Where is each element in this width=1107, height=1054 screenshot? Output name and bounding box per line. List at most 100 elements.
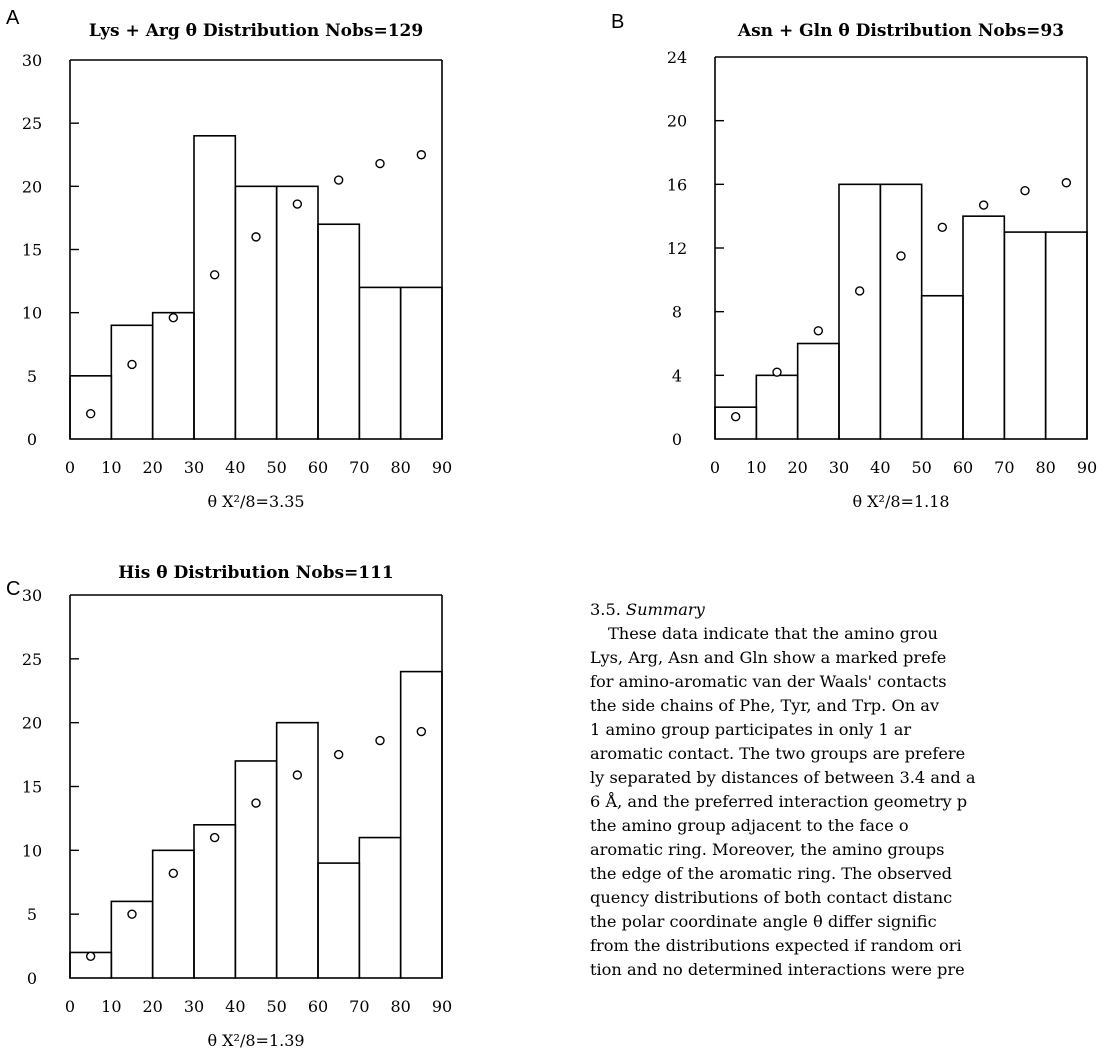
observed-bar <box>275 185 319 440</box>
expected-point <box>416 726 427 737</box>
x-tick-label: 40 <box>225 997 245 1016</box>
y-tick-label: 20 <box>667 112 687 131</box>
x-tick-label: 20 <box>787 458 807 477</box>
y-tick-label: 12 <box>667 239 687 258</box>
x-tick-label: 90 <box>1077 458 1097 477</box>
y-tick-label: 8 <box>672 303 682 322</box>
summary-line: from the distributions expected if rando… <box>590 936 962 955</box>
summary-line: ly separated by distances of between 3.4… <box>590 768 976 787</box>
expected-point <box>813 326 824 336</box>
observed-bar <box>920 294 964 440</box>
expected-point <box>292 770 303 780</box>
expected-point <box>937 222 948 233</box>
y-tick-label: 4 <box>672 366 682 385</box>
x-tick-label: 20 <box>142 458 162 477</box>
expected-point <box>292 199 303 209</box>
x-tick-label: 50 <box>266 458 286 477</box>
x-tick-label: 80 <box>1035 458 1055 477</box>
section-title: Summary <box>626 600 705 619</box>
panel-letter: A <box>6 7 20 29</box>
y-tick-label: 15 <box>22 241 42 260</box>
expected-point <box>127 909 137 919</box>
y-tick-label: 30 <box>22 51 42 70</box>
x-tick-label: 60 <box>953 458 973 477</box>
observed-bar <box>151 311 195 440</box>
summary-line: Lys, Arg, Asn and Gln show a marked pref… <box>590 648 947 667</box>
section-heading: 3.5. Summary <box>590 598 1107 622</box>
x-tick-label: 90 <box>432 458 452 477</box>
x-tick-label: 50 <box>911 458 931 477</box>
expected-point <box>1020 185 1030 196</box>
x-tick-label: 50 <box>266 997 286 1016</box>
expected-point <box>85 951 96 961</box>
x-axis-label: θ X²/8=1.39 <box>207 1031 304 1050</box>
summary-line: 6 Å, and the preferred interaction geome… <box>590 792 968 811</box>
summary-line: 1 amino group participates in only 1 ar <box>590 720 912 739</box>
summary-line: the polar coordinate angle θ differ sign… <box>590 912 937 931</box>
summary-section: 3.5. Summary These data indicate that th… <box>590 598 1107 982</box>
x-tick-label: 0 <box>65 997 75 1016</box>
observed-bar <box>234 760 278 979</box>
expected-point <box>168 313 179 323</box>
expected-point <box>896 251 906 261</box>
y-tick-label: 10 <box>22 841 42 860</box>
expected-point <box>168 868 179 879</box>
x-tick-label: 0 <box>65 458 75 477</box>
y-tick-label: 5 <box>27 367 37 386</box>
x-tick-label: 10 <box>746 458 766 477</box>
expected-point <box>854 286 865 296</box>
summary-line: the edge of the aromatic ring. The obser… <box>590 864 953 883</box>
observed-bar <box>193 823 237 979</box>
chart-title: Asn + Gln θ Distribution Nobs=93 <box>737 21 1064 41</box>
observed-bar <box>110 324 154 440</box>
x-tick-label: 10 <box>101 997 121 1016</box>
expected-point <box>1061 178 1072 188</box>
x-tick-label: 70 <box>994 458 1014 477</box>
summary-line: tion and no determined interactions were… <box>590 960 965 979</box>
x-tick-label: 0 <box>710 458 720 477</box>
y-tick-label: 20 <box>22 714 42 733</box>
expected-point <box>333 749 344 760</box>
y-tick-label: 15 <box>22 778 42 797</box>
observed-bar <box>962 215 1006 440</box>
chart-panel-b: B Asn + Gln θ Distribution Nobs=93 0 4 8 12 16… <box>611 11 1097 511</box>
summary-line: quency distributions of both contact dis… <box>590 888 953 907</box>
chart-title: Lys + Arg θ Distribution Nobs=129 <box>89 21 423 41</box>
expected-point <box>251 798 261 808</box>
observed-bar <box>358 286 402 440</box>
y-tick-label: 0 <box>27 969 37 988</box>
observed-bar <box>755 374 799 440</box>
observed-bar <box>1044 231 1088 440</box>
x-tick-label: 70 <box>349 458 369 477</box>
observed-bar <box>796 342 840 440</box>
x-axis-label: θ X²/8=3.35 <box>207 492 304 511</box>
chart-title: His θ Distribution Nobs=111 <box>118 563 394 583</box>
chart-panel-a: A Lys + Arg θ Distribution Nobs=129 0 5 10 15… <box>6 7 452 511</box>
x-tick-label: 30 <box>829 458 849 477</box>
expected-point <box>209 270 220 280</box>
y-tick-label: 25 <box>22 114 42 133</box>
expected-point <box>127 359 137 370</box>
y-tick-label: 0 <box>672 430 682 449</box>
x-tick-label: 80 <box>390 458 410 477</box>
summary-line: aromatic ring. Moreover, the amino group… <box>590 840 945 859</box>
expected-point <box>978 200 989 210</box>
x-axis-label: θ X²/8=1.18 <box>852 492 949 511</box>
expected-point <box>772 367 782 377</box>
x-tick-label: 40 <box>225 458 245 477</box>
x-tick-label: 70 <box>349 997 369 1016</box>
y-tick-label: 10 <box>22 304 42 323</box>
observed-bar <box>399 286 443 440</box>
y-tick-label: 0 <box>27 430 37 449</box>
summary-line: These data indicate that the amino grou <box>608 624 938 643</box>
observed-bar <box>317 862 361 979</box>
y-tick-label: 30 <box>22 586 42 605</box>
y-tick-label: 20 <box>22 177 42 196</box>
y-tick-label: 5 <box>27 905 37 924</box>
observed-bar <box>69 375 113 440</box>
x-tick-label: 90 <box>432 997 452 1016</box>
observed-bar <box>234 185 278 440</box>
x-tick-label: 80 <box>390 997 410 1016</box>
observed-bar <box>399 670 443 979</box>
